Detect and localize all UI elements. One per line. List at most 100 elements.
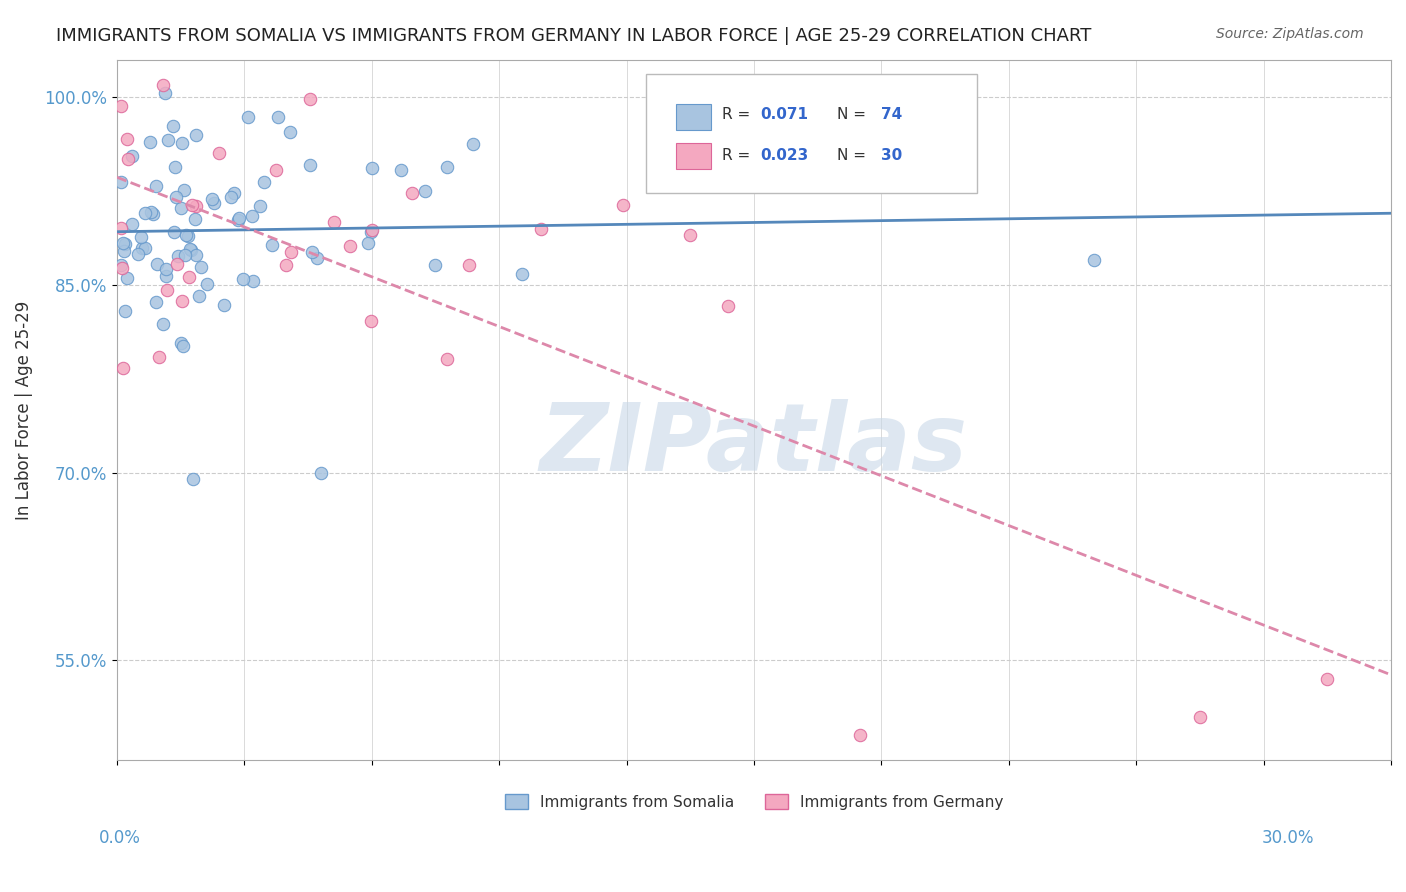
Point <box>224 186 246 200</box>
Point <box>139 135 162 149</box>
Point <box>195 277 218 291</box>
FancyBboxPatch shape <box>676 143 710 169</box>
Point <box>510 267 533 281</box>
Point <box>167 250 190 264</box>
Point <box>166 257 188 271</box>
Point <box>280 245 302 260</box>
Point <box>110 258 132 272</box>
Point <box>240 209 263 223</box>
Point <box>129 230 152 244</box>
Point <box>274 259 297 273</box>
Point <box>145 178 167 193</box>
Point <box>236 110 259 124</box>
Point <box>361 223 384 237</box>
Point <box>301 244 323 259</box>
Point <box>173 247 195 261</box>
Point <box>612 197 634 211</box>
Point <box>121 149 143 163</box>
Point <box>360 314 382 328</box>
Point <box>139 204 162 219</box>
Point <box>849 728 872 742</box>
Point <box>361 161 384 175</box>
Point <box>134 241 156 255</box>
Point <box>307 251 329 265</box>
Point <box>389 163 412 178</box>
Point <box>145 295 167 310</box>
Text: 30.0%: 30.0% <box>1263 829 1315 847</box>
Y-axis label: In Labor Force | Age 25-29: In Labor Force | Age 25-29 <box>15 301 32 520</box>
Point <box>219 190 242 204</box>
Point <box>165 160 187 174</box>
Point <box>226 213 249 227</box>
Point <box>212 298 235 312</box>
Point <box>1188 709 1211 723</box>
Point <box>115 132 138 146</box>
Point <box>262 237 284 252</box>
Point <box>115 271 138 285</box>
Point <box>146 257 169 271</box>
Point <box>202 196 225 211</box>
Text: ZIPatlas: ZIPatlas <box>540 399 967 491</box>
Point <box>190 260 212 274</box>
Point <box>170 336 193 351</box>
Point <box>181 197 204 211</box>
Point <box>165 190 187 204</box>
Point <box>111 261 134 276</box>
Point <box>530 221 553 235</box>
Point <box>201 192 224 206</box>
Point <box>413 184 436 198</box>
Point <box>112 244 135 258</box>
Point <box>323 215 346 229</box>
Point <box>184 128 207 143</box>
Point <box>155 262 177 277</box>
Point <box>172 136 194 150</box>
Point <box>173 183 195 197</box>
Point <box>266 163 288 178</box>
Point <box>249 199 271 213</box>
Point <box>187 289 209 303</box>
Point <box>339 239 361 253</box>
Point <box>457 259 479 273</box>
Point <box>162 119 184 133</box>
Text: R =: R = <box>723 107 755 122</box>
Point <box>153 86 176 100</box>
Text: Source: ZipAtlas.com: Source: ZipAtlas.com <box>1216 27 1364 41</box>
Text: 0.0%: 0.0% <box>98 829 141 847</box>
FancyBboxPatch shape <box>645 74 977 193</box>
Point <box>425 258 447 272</box>
Point <box>163 225 186 239</box>
Text: 30: 30 <box>882 148 903 163</box>
Point <box>127 247 149 261</box>
Point <box>156 283 179 297</box>
Point <box>436 160 458 174</box>
Point <box>148 351 170 365</box>
Point <box>717 299 740 313</box>
Point <box>208 146 231 161</box>
Point <box>117 152 139 166</box>
Point <box>278 125 301 139</box>
Point <box>170 201 193 215</box>
Point <box>180 243 202 257</box>
Point <box>121 217 143 231</box>
Point <box>110 221 132 235</box>
Point <box>299 92 322 106</box>
Point <box>111 235 134 250</box>
Point <box>131 241 153 255</box>
Point <box>152 78 174 92</box>
Point <box>184 248 207 262</box>
Point <box>110 99 132 113</box>
Point <box>155 268 177 283</box>
Point <box>114 304 136 318</box>
Point <box>679 228 702 243</box>
Text: R =: R = <box>723 148 755 163</box>
Point <box>181 472 204 486</box>
Text: IMMIGRANTS FROM SOMALIA VS IMMIGRANTS FROM GERMANY IN LABOR FORCE | AGE 25-29 CO: IMMIGRANTS FROM SOMALIA VS IMMIGRANTS FR… <box>56 27 1091 45</box>
Point <box>134 206 156 220</box>
Text: N =: N = <box>837 148 870 163</box>
Text: N =: N = <box>837 107 870 122</box>
Point <box>184 212 207 227</box>
Text: 74: 74 <box>882 107 903 122</box>
Point <box>253 175 276 189</box>
Point <box>266 110 288 124</box>
Point <box>242 274 264 288</box>
